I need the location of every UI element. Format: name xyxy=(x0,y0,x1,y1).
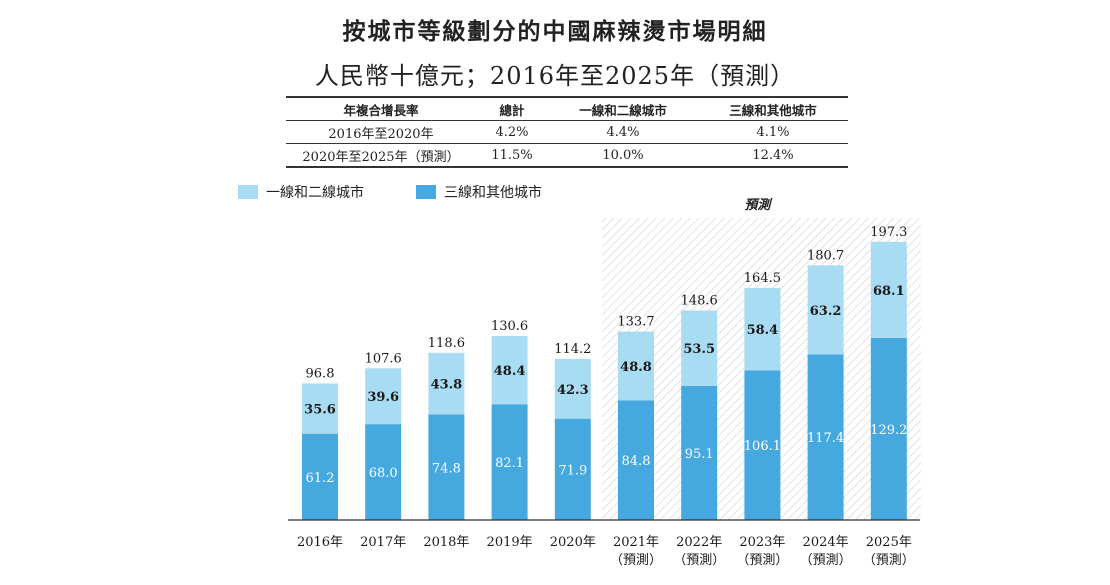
cagr-header-row: 年複合增長率 總計 一線和二線城市 三線和其他城市 xyxy=(286,96,848,121)
cagr-header-label: 年複合增長率 xyxy=(286,96,476,121)
x-tick-label: 2019年 xyxy=(487,535,533,550)
cagr-cell: 12.4% xyxy=(698,143,848,168)
data-label-tier3: 61.2 xyxy=(306,471,335,486)
cagr-table: 年複合增長率 總計 一線和二線城市 三線和其他城市 2016年至2020年 4.… xyxy=(286,96,848,168)
forecast-label: 預測 xyxy=(744,197,773,213)
x-tick-sublabel: （預測） xyxy=(610,553,662,568)
data-label-tier12: 35.6 xyxy=(304,403,336,418)
data-label-tier3: 68.0 xyxy=(369,466,398,481)
x-tick-label: 2016年 xyxy=(297,535,343,550)
bar-tier3 xyxy=(365,424,402,520)
bar-tier3 xyxy=(491,404,528,520)
data-label-tier12: 48.8 xyxy=(620,360,652,375)
data-label-tier12: 68.1 xyxy=(873,284,905,299)
data-label-tier3: 71.9 xyxy=(558,463,587,478)
cagr-cell: 2020年至2025年（預測） xyxy=(286,143,476,168)
cagr-cell: 4.4% xyxy=(548,120,698,144)
bar-tier3 xyxy=(302,433,338,520)
x-tick-label: 2023年 xyxy=(739,535,785,550)
data-label-total: 197.3 xyxy=(870,225,907,240)
cagr-cell: 2016年至2020年 xyxy=(286,120,476,144)
data-label-total: 130.6 xyxy=(491,319,528,334)
bar-tier12 xyxy=(365,368,402,425)
bar-tier12 xyxy=(491,335,528,405)
bar-tier3 xyxy=(807,354,844,520)
bar-tier3 xyxy=(744,370,781,520)
x-tick-label: 2025年 xyxy=(866,535,912,550)
data-label-total: 114.2 xyxy=(554,342,591,357)
bar-tier12 xyxy=(744,288,781,371)
data-label-total: 148.6 xyxy=(681,293,718,308)
x-tick-label: 2024年 xyxy=(803,535,849,550)
data-label-tier3: 117.4 xyxy=(807,431,844,446)
data-label-total: 133.7 xyxy=(617,315,654,330)
x-tick-label: 2021年 xyxy=(613,535,659,550)
x-tick-sublabel: （預測） xyxy=(800,553,852,568)
cagr-header-tier3: 三線和其他城市 xyxy=(698,96,848,121)
data-label-tier12: 63.2 xyxy=(810,304,842,319)
data-label-tier12: 53.5 xyxy=(683,342,715,357)
data-label-tier12: 39.6 xyxy=(367,390,399,405)
legend-item-tier12: 一線和二線城市 xyxy=(238,182,364,202)
chart-subtitle: 人民幣十億元；2016年至2025年（預測） xyxy=(314,62,796,90)
x-tick-sublabel: （預測） xyxy=(736,553,788,568)
data-label-tier3: 129.2 xyxy=(870,423,907,438)
cagr-cell: 10.0% xyxy=(548,143,698,168)
chart-title: 按城市等級劃分的中國麻辣燙市場明細 xyxy=(342,19,768,45)
bar-tier12 xyxy=(870,241,907,338)
data-label-tier12: 48.4 xyxy=(494,364,526,379)
legend-item-tier3: 三線和其他城市 xyxy=(416,182,542,202)
x-tick-sublabel: （預測） xyxy=(673,553,725,568)
bar-tier3 xyxy=(618,400,654,520)
bar-tier12 xyxy=(302,383,338,434)
bar-tier12 xyxy=(681,310,718,386)
data-label-tier3: 84.8 xyxy=(622,454,651,469)
data-label-total: 96.8 xyxy=(306,367,335,382)
bar-tier12 xyxy=(554,358,591,419)
data-label-tier12: 43.8 xyxy=(431,378,463,393)
bar-tier12 xyxy=(618,331,654,401)
legend-label-tier12: 一線和二線城市 xyxy=(266,185,364,201)
cagr-cell: 11.5% xyxy=(476,143,548,168)
data-label-tier3: 95.1 xyxy=(685,447,714,462)
cagr-row: 2020年至2025年（預測） 11.5% 10.0% 12.4% xyxy=(286,143,848,168)
bar-tier3 xyxy=(681,385,718,520)
bar-tier12 xyxy=(428,352,465,415)
legend-label-tier3: 三線和其他城市 xyxy=(444,185,542,201)
cagr-cell: 4.2% xyxy=(476,120,548,144)
cagr-cell: 4.1% xyxy=(698,120,848,144)
x-tick-label: 2020年 xyxy=(550,535,596,550)
legend-swatch-tier12 xyxy=(238,185,258,199)
data-label-total: 164.5 xyxy=(744,271,781,286)
cagr-header-tier12: 一線和二線城市 xyxy=(548,96,698,121)
bar-tier3 xyxy=(554,418,591,520)
legend-swatch-tier3 xyxy=(416,185,436,199)
cagr-row: 2016年至2020年 4.2% 4.4% 4.1% xyxy=(286,120,848,144)
x-tick-sublabel: （預測） xyxy=(863,553,915,568)
bar-tier12 xyxy=(807,265,844,355)
data-label-tier12: 58.4 xyxy=(747,323,779,338)
data-label-total: 107.6 xyxy=(365,351,402,366)
data-label-tier3: 106.1 xyxy=(744,439,781,454)
x-tick-label: 2018年 xyxy=(423,535,469,550)
data-label-total: 118.6 xyxy=(428,336,465,351)
cagr-header-total: 總計 xyxy=(476,96,548,121)
data-label-tier3: 82.1 xyxy=(495,456,524,471)
data-label-tier3: 74.8 xyxy=(432,461,461,476)
data-label-tier12: 42.3 xyxy=(557,383,589,398)
bar-tier3 xyxy=(870,337,907,520)
data-label-total: 180.7 xyxy=(807,248,844,263)
x-tick-label: 2022年 xyxy=(676,535,722,550)
x-tick-label: 2017年 xyxy=(360,535,406,550)
bar-tier3 xyxy=(428,414,465,520)
